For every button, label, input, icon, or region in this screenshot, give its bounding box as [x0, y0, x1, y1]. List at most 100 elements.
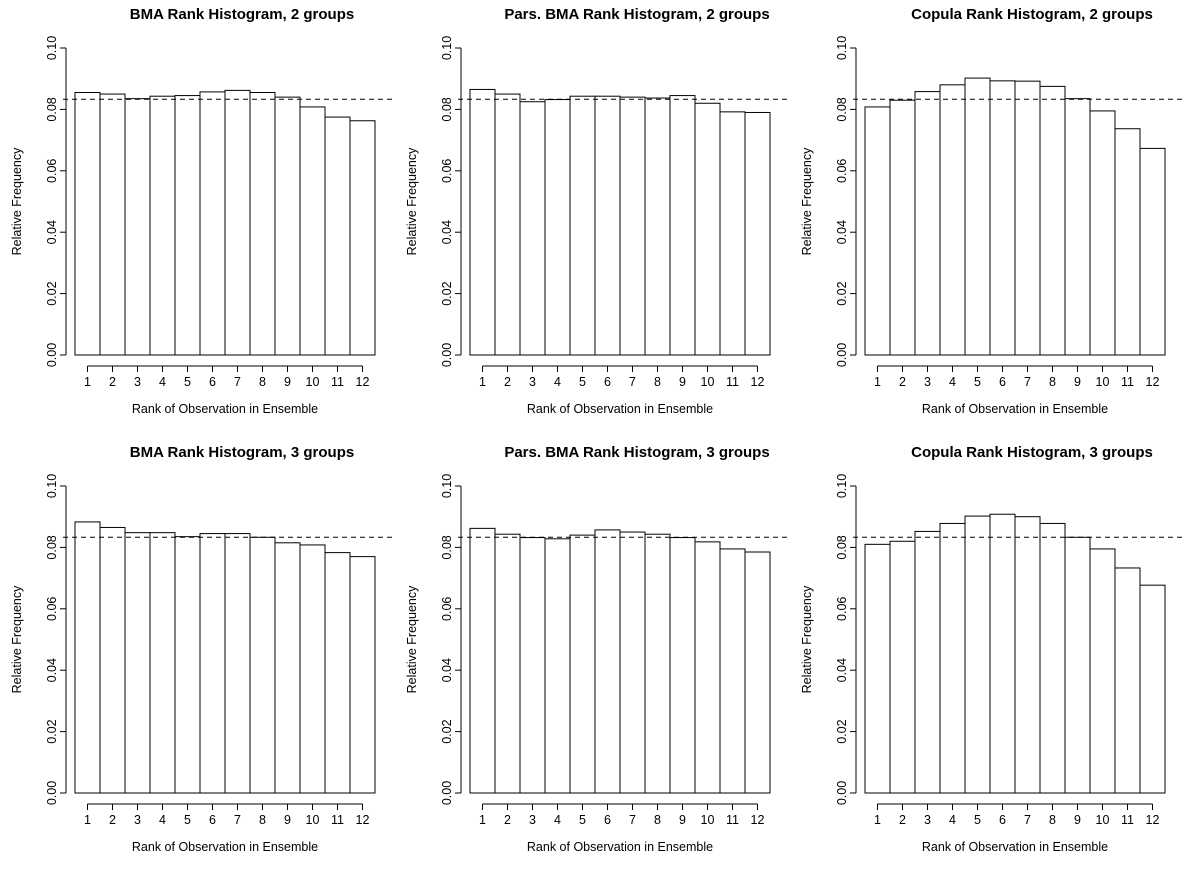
x-tick-label: 7 — [234, 813, 241, 827]
x-tick-label: 12 — [1146, 375, 1160, 389]
bar-rank-11 — [324, 116, 351, 356]
bar-rank-12 — [349, 556, 376, 794]
bar-rank-8 — [644, 97, 671, 356]
x-tick-label: 11 — [331, 375, 344, 389]
y-tick-label: 0.08 — [45, 535, 59, 559]
bar-rank-5 — [569, 534, 596, 794]
x-tick-label: 12 — [356, 813, 370, 827]
bar-rank-6 — [199, 533, 226, 794]
x-tick-label: 11 — [331, 813, 344, 827]
bar-rank-10 — [1089, 110, 1116, 356]
x-tick-label: 10 — [306, 813, 320, 827]
bar-rank-5 — [964, 515, 991, 794]
x-tick-label: 2 — [109, 375, 116, 389]
chart-panel-5: Pars. BMA Rank Histogram, 3 groups 0.00 0.… — [395, 438, 789, 875]
x-tick-label: 9 — [284, 375, 291, 389]
bar-rank-3 — [124, 98, 151, 356]
bar-rank-2 — [99, 526, 126, 794]
x-tick-label: 6 — [209, 375, 216, 389]
x-tick-label: 11 — [726, 375, 739, 389]
bar-rank-7 — [1014, 516, 1041, 794]
bar-rank-11 — [324, 552, 351, 794]
x-tick-label: 12 — [751, 375, 765, 389]
bar-rank-10 — [694, 541, 721, 794]
x-tick-label: 6 — [209, 813, 216, 827]
bar-rank-5 — [174, 95, 201, 356]
x-tick-label: 2 — [899, 375, 906, 389]
bar-rank-8 — [249, 92, 276, 356]
y-tick-label: 0.00 — [835, 781, 849, 805]
y-tick-label: 0.04 — [835, 220, 849, 244]
y-tick-label: 0.00 — [45, 343, 59, 367]
bar-rank-12 — [744, 551, 771, 794]
bar-rank-3 — [519, 101, 546, 356]
y-tick-label: 0.06 — [835, 159, 849, 183]
x-tick-label: 7 — [234, 375, 241, 389]
y-tick-label: 0.08 — [45, 97, 59, 121]
y-tick-label: 0.08 — [440, 97, 454, 121]
y-tick-label: 0.02 — [45, 719, 59, 743]
bar-rank-8 — [644, 533, 671, 794]
chart-title: BMA Rank Histogram, 2 groups — [130, 6, 354, 23]
y-tick-label: 0.02 — [835, 719, 849, 743]
bar-rank-3 — [124, 532, 151, 794]
x-tick-label: 10 — [701, 813, 715, 827]
x-tick-label: 8 — [654, 375, 661, 389]
bar-rank-3 — [519, 537, 546, 794]
chart-svg: BMA Rank Histogram, 2 groups 0.00 0.02 0.04… — [10, 6, 394, 416]
x-tick-label: 5 — [579, 375, 586, 389]
bar-rank-1 — [864, 543, 891, 794]
bar-rank-9 — [1064, 536, 1091, 794]
y-tick-label: 0.04 — [440, 658, 454, 682]
x-tick-label: 6 — [999, 375, 1006, 389]
bar-rank-1 — [469, 527, 496, 794]
y-tick-label: 0.06 — [440, 159, 454, 183]
x-tick-label: 6 — [604, 813, 611, 827]
x-tick-label: 10 — [1096, 375, 1110, 389]
x-tick-label: 11 — [1121, 375, 1134, 389]
bar-rank-6 — [989, 513, 1016, 794]
bar-rank-7 — [224, 533, 251, 794]
chart-svg: Pars. BMA Rank Histogram, 2 groups 0.00 0.… — [405, 6, 789, 416]
x-tick-label: 10 — [701, 375, 715, 389]
bar-rank-6 — [199, 91, 226, 356]
bar-rank-5 — [964, 77, 991, 356]
chart-panel-3: Copula Rank Histogram, 2 groups 0.00 0.02 0… — [790, 0, 1184, 437]
y-tick-label: 0.06 — [45, 597, 59, 621]
y-tick-label: 0.00 — [835, 343, 849, 367]
bar-rank-6 — [594, 529, 621, 794]
bar-rank-9 — [274, 542, 301, 794]
y-axis-label: Relative Frequency — [405, 585, 419, 693]
bar-rank-3 — [914, 530, 941, 794]
bar-rank-2 — [494, 533, 521, 794]
y-tick-label: 0.04 — [835, 658, 849, 682]
x-axis-label: Rank of Observation in Ensemble — [922, 840, 1108, 854]
x-tick-label: 2 — [504, 375, 511, 389]
x-tick-label: 1 — [84, 375, 91, 389]
chart-panel-1: BMA Rank Histogram, 2 groups 0.00 0.02 0.04… — [0, 0, 394, 437]
bar-rank-5 — [174, 536, 201, 794]
y-axis-label: Relative Frequency — [800, 147, 814, 255]
chart-svg: Copula Rank Histogram, 3 groups 0.00 0.02 0… — [800, 444, 1184, 854]
y-tick-label: 0.06 — [45, 159, 59, 183]
y-tick-label: 0.10 — [835, 474, 849, 498]
bar-rank-6 — [594, 95, 621, 356]
chart-panel-2: Pars. BMA Rank Histogram, 2 groups 0.00 0.… — [395, 0, 789, 437]
bar-rank-8 — [1039, 85, 1066, 356]
bar-rank-5 — [569, 95, 596, 356]
x-tick-label: 3 — [924, 813, 931, 827]
bar-rank-1 — [74, 521, 101, 794]
chart-title: BMA Rank Histogram, 3 groups — [130, 444, 354, 461]
y-tick-label: 0.04 — [45, 658, 59, 682]
bar-rank-10 — [1089, 548, 1116, 794]
bar-rank-4 — [939, 84, 966, 356]
bar-rank-10 — [299, 544, 326, 794]
bar-rank-9 — [669, 95, 696, 356]
y-axis-label: Relative Frequency — [405, 147, 419, 255]
bar-rank-2 — [889, 99, 916, 356]
chart-title: Pars. BMA Rank Histogram, 3 groups — [504, 444, 769, 461]
y-axis-label: Relative Frequency — [10, 585, 24, 693]
x-tick-label: 5 — [184, 813, 191, 827]
bar-rank-3 — [914, 91, 941, 356]
chart-title: Copula Rank Histogram, 2 groups — [911, 6, 1153, 23]
